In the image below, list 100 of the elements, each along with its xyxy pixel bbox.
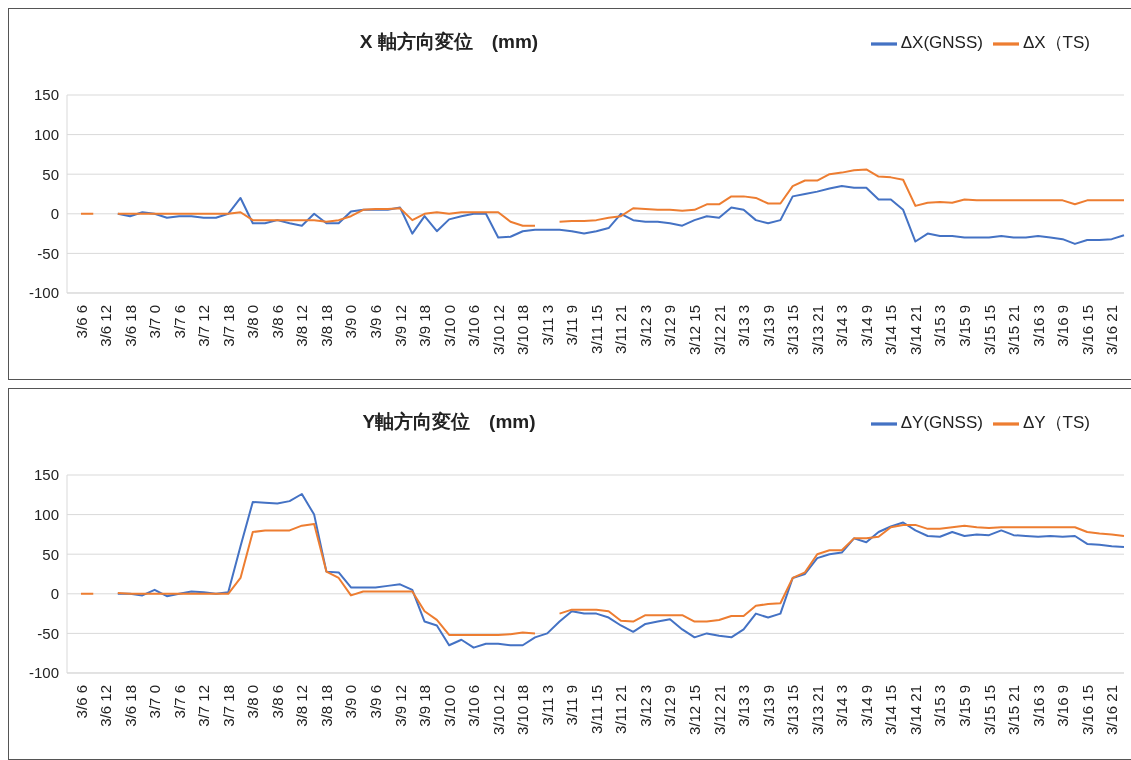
x-tick-label: 3/13 3: [735, 685, 753, 727]
x-tick-label: 3/6 12: [97, 305, 115, 347]
x-tick-label: 3/9 0: [342, 685, 360, 719]
x-tick-label: 3/6 6: [72, 685, 90, 719]
x-tick-label: 3/16 15: [1078, 305, 1096, 356]
legend-label: ΔY(GNSS): [900, 413, 983, 433]
x-tick-label: 3/15 9: [955, 685, 973, 727]
y-tick-label: -100: [28, 284, 59, 302]
y-tick-label: 150: [33, 466, 59, 484]
x-tick-label: 3/9 6: [366, 305, 384, 339]
x-tick-label: 3/14 15: [882, 305, 900, 356]
x-tick-label: 3/9 6: [366, 685, 384, 719]
x-tick-label: 3/10 18: [514, 685, 532, 736]
x-tick-label: 3/8 6: [268, 305, 286, 339]
x-tick-label: 3/16 3: [1029, 305, 1047, 347]
x-tick-label: 3/13 21: [808, 685, 826, 736]
x-tick-label: 3/8 0: [244, 685, 262, 719]
x-tick-label: 3/8 12: [293, 305, 311, 347]
x-tick-label: 3/14 3: [833, 685, 851, 727]
x-tick-label: 3/10 12: [489, 305, 507, 356]
x-tick-label: 3/14 9: [857, 685, 875, 727]
x-tick-label: 3/11 3: [538, 685, 556, 726]
x-tick-label: 3/9 18: [416, 305, 434, 347]
x-tick-label: 3/11 3: [538, 305, 556, 346]
x-tick-label: 3/16 3: [1029, 685, 1047, 727]
x-tick-label: 3/15 21: [1005, 305, 1023, 356]
x-tick-label: 3/11 21: [612, 305, 630, 354]
y-tick-label: 0: [50, 205, 59, 223]
y-tick-label: 150: [33, 86, 59, 104]
x-tick-label: 3/16 15: [1078, 685, 1096, 736]
x-tick-label: 3/9 18: [416, 685, 434, 727]
x-tick-label: 3/15 21: [1005, 685, 1023, 736]
x-tick-label: 3/10 6: [465, 305, 483, 347]
x-tick-label: 3/12 3: [636, 685, 654, 727]
x-tick-label: 3/12 9: [661, 305, 679, 347]
y-tick-label: 50: [42, 165, 59, 183]
y-tick-label: 0: [50, 585, 59, 603]
x-tick-label: 3/12 3: [636, 305, 654, 347]
x-tick-label: 3/15 3: [931, 305, 949, 347]
x-tick-label: 3/9 12: [391, 685, 409, 727]
x-tick-label: 3/12 21: [710, 305, 728, 356]
x-tick-label: 3/8 18: [317, 685, 335, 727]
legend-label: ΔX(GNSS): [900, 33, 983, 53]
y-tick-label: 50: [42, 545, 59, 563]
x-tick-label: 3/8 0: [244, 305, 262, 339]
x-tick-label: 3/11 9: [563, 305, 581, 346]
x-tick-label: 3/13 3: [735, 305, 753, 347]
x-tick-label: 3/7 6: [170, 685, 188, 719]
x-tick-label: 3/10 6: [465, 685, 483, 727]
y-tick-label: 100: [33, 125, 59, 143]
x-tick-label: 3/6 6: [72, 305, 90, 339]
line-series: [116, 493, 1125, 649]
x-tick-label: 3/10 12: [489, 685, 507, 736]
y-tick-label: -50: [37, 244, 59, 262]
x-tick-label: 3/8 18: [317, 305, 335, 347]
x-tick-label: 3/10 0: [440, 305, 458, 347]
y-tick-label: 100: [33, 505, 59, 523]
x-tick-label: 3/7 12: [195, 685, 213, 727]
y-tick-label: -100: [28, 664, 59, 682]
x-tick-label: 3/7 0: [146, 685, 164, 719]
chart-title: Y軸方向変位 (mm): [361, 410, 537, 434]
legend-label: ΔX（TS): [1022, 33, 1090, 53]
x-tick-label: 3/15 15: [980, 305, 998, 356]
x-tick-label: 3/10 0: [440, 685, 458, 727]
x-tick-label: 3/13 9: [759, 305, 777, 347]
x-tick-label: 3/7 0: [146, 305, 164, 339]
x-tick-label: 3/13 15: [784, 305, 802, 356]
x-tick-label: 3/14 15: [882, 685, 900, 736]
x-tick-label: 3/13 9: [759, 685, 777, 727]
x-tick-label: 3/7 12: [195, 305, 213, 347]
x-tick-label: 3/15 9: [955, 305, 973, 347]
chart-title: X 軸方向変位 (mm): [358, 30, 540, 54]
x-tick-label: 3/8 6: [268, 685, 286, 719]
x-tick-label: 3/16 21: [1103, 685, 1121, 736]
x-tick-label: 3/6 18: [121, 305, 139, 347]
x-tick-label: 3/12 9: [661, 685, 679, 727]
x-tick-label: 3/7 6: [170, 305, 188, 339]
x-tick-label: 3/6 18: [121, 685, 139, 727]
x-tick-label: 3/7 18: [219, 305, 237, 347]
x-tick-label: 3/11 21: [612, 685, 630, 734]
x-tick-label: 3/12 15: [686, 685, 704, 736]
x-tick-label: 3/16 21: [1103, 305, 1121, 356]
x-tick-label: 3/11 15: [587, 305, 605, 354]
x-tick-label: 3/12 21: [710, 685, 728, 736]
x-tick-label: 3/10 18: [514, 305, 532, 356]
x-tick-label: 3/14 21: [906, 305, 924, 356]
x-tick-label: 3/9 12: [391, 305, 409, 347]
x-tick-label: 3/6 12: [97, 685, 115, 727]
x-tick-label: 3/8 12: [293, 685, 311, 727]
x-tick-label: 3/7 18: [219, 685, 237, 727]
x-tick-label: 3/15 15: [980, 685, 998, 736]
x-tick-label: 3/9 0: [342, 305, 360, 339]
x-tick-label: 3/13 15: [784, 685, 802, 736]
x-tick-label: 3/14 21: [906, 685, 924, 736]
x-tick-label: 3/14 9: [857, 305, 875, 347]
x-tick-label: 3/13 21: [808, 305, 826, 356]
x-tick-label: 3/11 9: [563, 685, 581, 726]
legend-label: ΔY（TS): [1022, 413, 1090, 433]
x-tick-label: 3/11 15: [587, 685, 605, 734]
x-tick-label: 3/14 3: [833, 305, 851, 347]
